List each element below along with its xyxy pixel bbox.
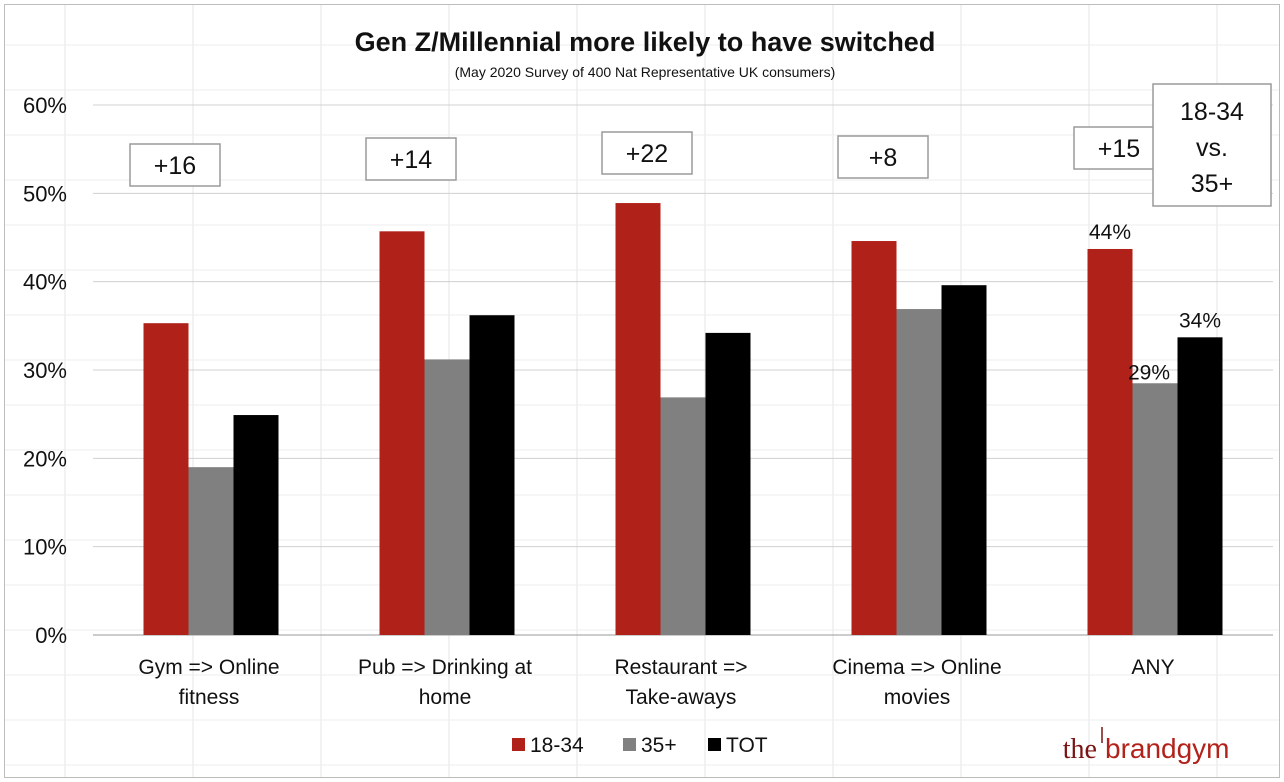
annotation-text: +8 xyxy=(869,144,898,172)
category-label: Pub => Drinking at xyxy=(358,656,532,679)
annotation-box: +8 xyxy=(837,135,929,179)
data-labels: 44% 29% 34% xyxy=(1089,221,1221,384)
y-tick-label: 0% xyxy=(35,623,67,648)
legend-label: 35+ xyxy=(641,734,677,757)
callout-line: vs. xyxy=(1196,134,1228,162)
category-label: Restaurant => xyxy=(614,656,747,679)
bar-1834-1 xyxy=(379,231,425,636)
annotation-text: +22 xyxy=(626,140,668,168)
legend-swatch xyxy=(512,738,525,751)
brand-logo-the: the xyxy=(1063,734,1097,765)
annotation-box: +22 xyxy=(601,131,693,175)
difference-annotations: +16 +14 +22 +8 +15 xyxy=(129,126,1165,187)
category-label: Gym => Online xyxy=(138,656,279,679)
comparison-callout: 18-34 vs. 35+ xyxy=(1152,83,1272,207)
category-label: home xyxy=(419,686,472,709)
y-tick-label: 20% xyxy=(23,446,67,471)
category-label: Cinema => Online xyxy=(832,656,1001,679)
y-axis-tick-labels: 0% 10% 20% 30% 40% 50% 60% xyxy=(23,93,67,648)
callout-line: 35+ xyxy=(1191,170,1233,198)
chart-frame: Gen Z/Millennial more likely to have swi… xyxy=(4,4,1280,778)
y-tick-label: 10% xyxy=(23,535,67,560)
brandgym-logo: the brandgym xyxy=(1063,727,1230,765)
bar-1834-0 xyxy=(143,323,189,635)
legend-swatch xyxy=(623,738,636,751)
bar-35-3 xyxy=(896,309,942,635)
bar-tot-2 xyxy=(705,332,751,635)
category-label: fitness xyxy=(179,686,240,709)
bar-tot-1 xyxy=(469,315,515,635)
annotation-box: +16 xyxy=(129,143,221,187)
bar-tot-3 xyxy=(941,285,987,635)
annotation-text: +14 xyxy=(390,146,433,174)
chart-title: Gen Z/Millennial more likely to have swi… xyxy=(355,27,936,57)
legend: 18-34 35+ TOT xyxy=(512,734,768,757)
bar-35-2 xyxy=(660,397,706,635)
x-axis-category-labels: Gym => Online fitness Pub => Drinking at ho… xyxy=(138,656,1174,709)
bar-35-4 xyxy=(1132,383,1178,635)
category-label: Take-aways xyxy=(626,686,737,709)
bar-35-1 xyxy=(424,359,470,635)
bar-chart: Gen Z/Millennial more likely to have swi… xyxy=(23,27,1273,765)
callout-line: 18-34 xyxy=(1180,98,1244,126)
legend-label: 18-34 xyxy=(530,734,584,757)
y-tick-label: 50% xyxy=(23,181,67,206)
bar-1834-4 xyxy=(1087,248,1133,635)
y-tick-label: 40% xyxy=(23,270,67,295)
legend-item-1834: 18-34 xyxy=(512,734,584,757)
legend-item-35: 35+ xyxy=(623,734,677,757)
bar-1834-2 xyxy=(615,203,661,636)
annotation-box: +15 xyxy=(1073,126,1165,170)
y-tick-label: 30% xyxy=(23,358,67,383)
legend-swatch xyxy=(708,738,721,751)
data-label: 44% xyxy=(1089,221,1131,244)
annotation-text: +16 xyxy=(154,152,196,180)
legend-label: TOT xyxy=(726,734,768,757)
bar-35-0 xyxy=(188,467,234,635)
category-label: ANY xyxy=(1131,656,1174,679)
y-tick-label: 60% xyxy=(23,93,67,118)
bar-tot-4 xyxy=(1177,337,1223,635)
chart-subtitle: (May 2020 Survey of 400 Nat Representati… xyxy=(455,64,836,80)
legend-item-tot: TOT xyxy=(708,734,768,757)
bar-1834-3 xyxy=(851,241,897,636)
category-label: movies xyxy=(884,686,951,709)
bars xyxy=(143,203,1223,636)
brand-logo-brandgym: brandgym xyxy=(1105,733,1230,764)
data-label: 29% xyxy=(1128,361,1170,384)
callout-box xyxy=(1152,83,1272,207)
bar-tot-0 xyxy=(233,415,279,635)
annotation-box: +14 xyxy=(365,137,457,181)
annotation-text: +15 xyxy=(1098,135,1140,163)
data-label: 34% xyxy=(1179,309,1221,332)
